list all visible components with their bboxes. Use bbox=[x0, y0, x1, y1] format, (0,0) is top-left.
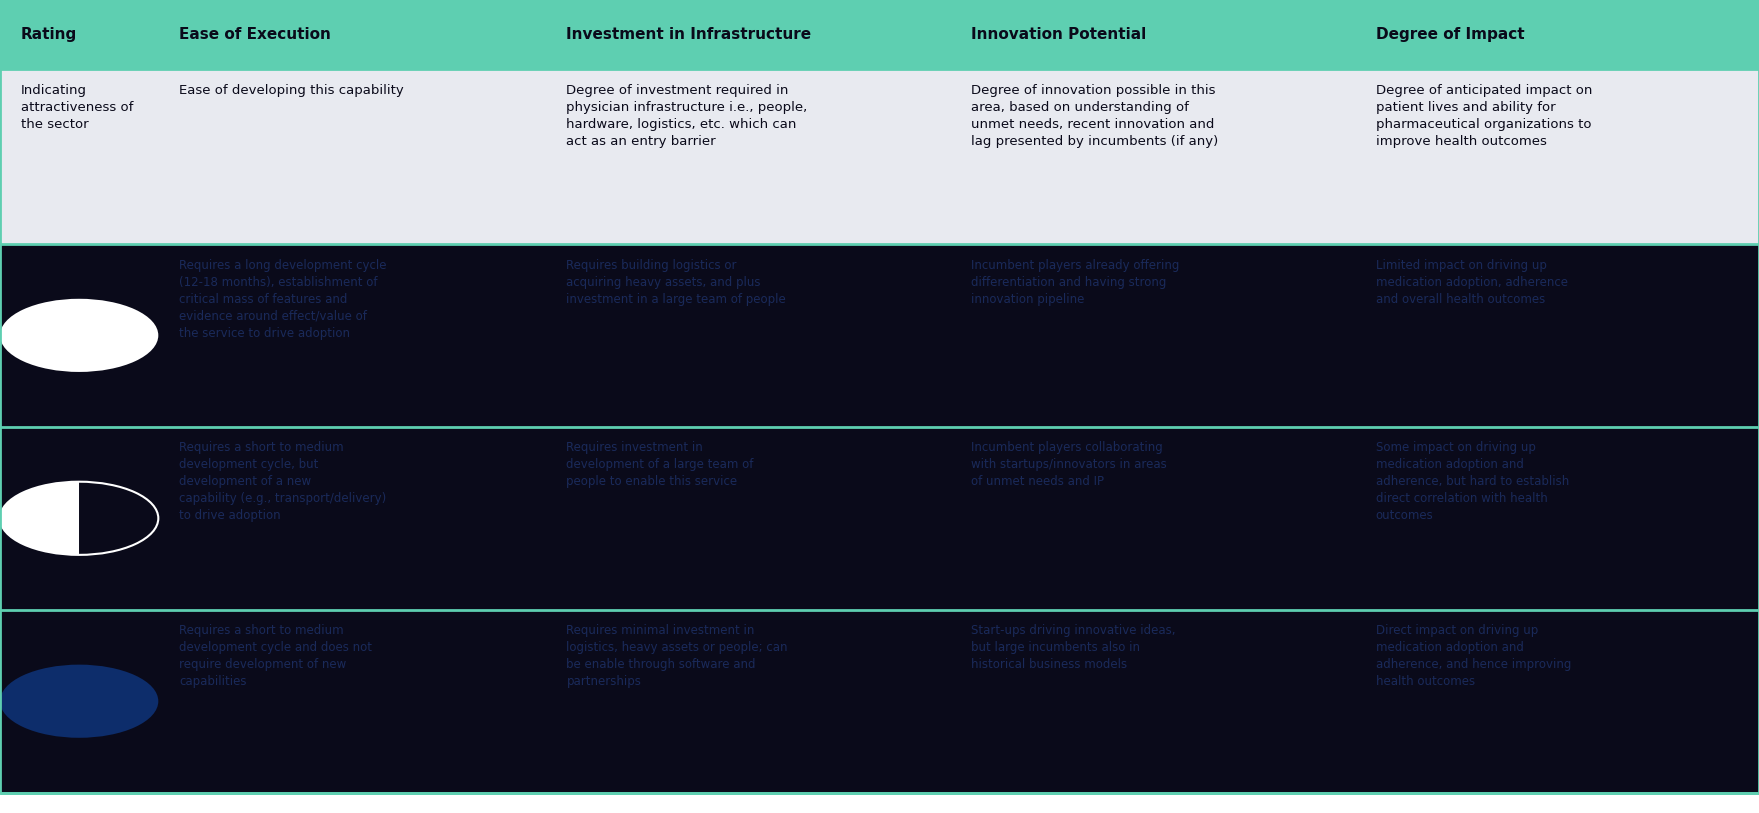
Text: Degree of anticipated impact on
patient lives and ability for
pharmaceutical org: Degree of anticipated impact on patient … bbox=[1376, 84, 1592, 148]
Text: Indicating
attractiveness of
the sector: Indicating attractiveness of the sector bbox=[21, 84, 134, 131]
Text: Requires a long development cycle
(12-18 months), establishment of
critical mass: Requires a long development cycle (12-18… bbox=[179, 259, 387, 340]
Text: Requires a short to medium
development cycle, but
development of a new
capabilit: Requires a short to medium development c… bbox=[179, 441, 387, 523]
Text: Incumbent players already offering
differentiation and having strong
innovation : Incumbent players already offering diffe… bbox=[971, 259, 1179, 306]
Text: Degree of innovation possible in this
area, based on understanding of
unmet need: Degree of innovation possible in this ar… bbox=[971, 84, 1219, 148]
FancyBboxPatch shape bbox=[0, 0, 1759, 69]
Text: Start-ups driving innovative ideas,
but large incumbents also in
historical busi: Start-ups driving innovative ideas, but … bbox=[971, 624, 1175, 672]
Circle shape bbox=[0, 665, 158, 738]
Text: Ease of Execution: Ease of Execution bbox=[179, 27, 331, 42]
Text: Innovation Potential: Innovation Potential bbox=[971, 27, 1147, 42]
Text: Rating: Rating bbox=[21, 27, 77, 42]
Text: Requires building logistics or
acquiring heavy assets, and plus
investment in a : Requires building logistics or acquiring… bbox=[566, 259, 786, 306]
Text: Requires minimal investment in
logistics, heavy assets or people; can
be enable : Requires minimal investment in logistics… bbox=[566, 624, 788, 689]
Text: Requires a short to medium
development cycle and does not
require development of: Requires a short to medium development c… bbox=[179, 624, 373, 689]
Text: Degree of Impact: Degree of Impact bbox=[1376, 27, 1523, 42]
FancyBboxPatch shape bbox=[0, 427, 1759, 610]
Text: Requires investment in
development of a large team of
people to enable this serv: Requires investment in development of a … bbox=[566, 441, 755, 489]
Text: Limited impact on driving up
medication adoption, adherence
and overall health o: Limited impact on driving up medication … bbox=[1376, 259, 1567, 306]
Text: Some impact on driving up
medication adoption and
adherence, but hard to establi: Some impact on driving up medication ado… bbox=[1376, 441, 1569, 523]
Wedge shape bbox=[0, 481, 79, 554]
FancyBboxPatch shape bbox=[0, 610, 1759, 793]
Circle shape bbox=[0, 298, 158, 372]
Wedge shape bbox=[79, 481, 158, 554]
Text: Incumbent players collaborating
with startups/innovators in areas
of unmet needs: Incumbent players collaborating with sta… bbox=[971, 441, 1166, 489]
Text: Degree of investment required in
physician infrastructure i.e., people,
hardware: Degree of investment required in physici… bbox=[566, 84, 807, 148]
Text: Direct impact on driving up
medication adoption and
adherence, and hence improvi: Direct impact on driving up medication a… bbox=[1376, 624, 1571, 689]
Text: Investment in Infrastructure: Investment in Infrastructure bbox=[566, 27, 811, 42]
FancyBboxPatch shape bbox=[0, 69, 1759, 244]
Text: Ease of developing this capability: Ease of developing this capability bbox=[179, 84, 405, 97]
FancyBboxPatch shape bbox=[0, 244, 1759, 427]
